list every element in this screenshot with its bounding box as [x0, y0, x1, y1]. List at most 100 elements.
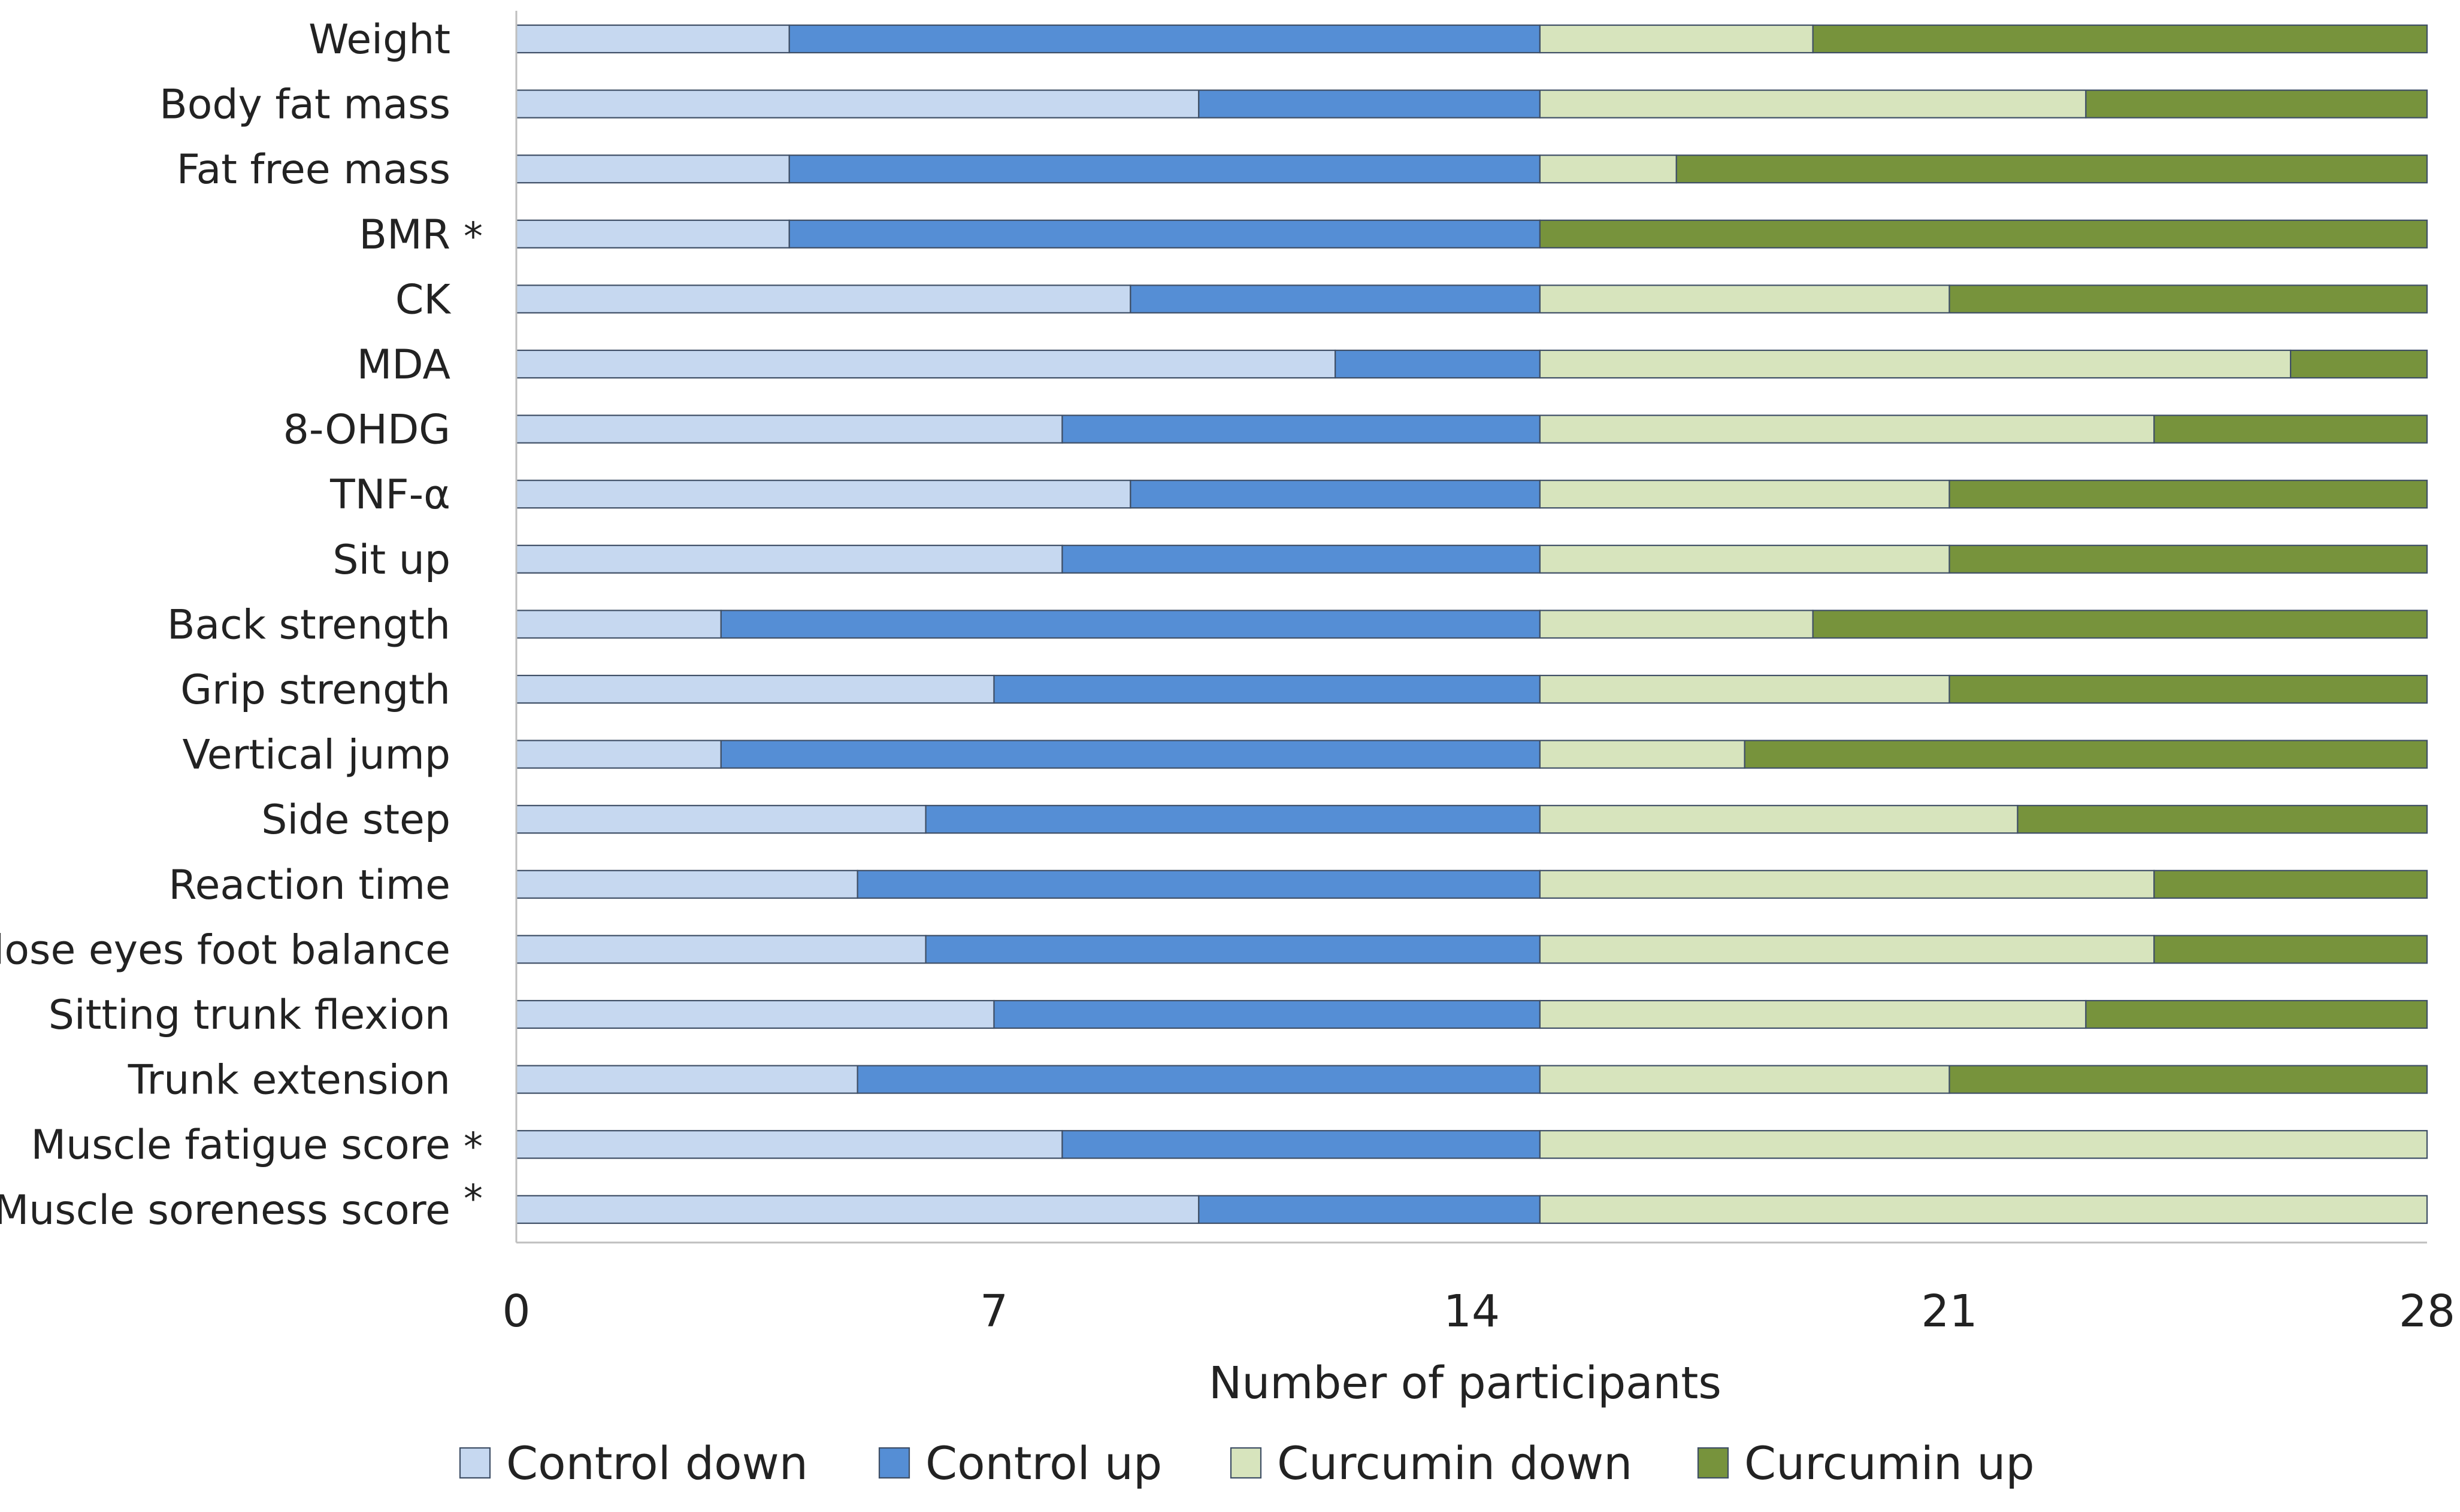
- significance-marker-muscle-soreness-score: *: [464, 1177, 483, 1222]
- bars-group: [515, 24, 2428, 1224]
- x-tick-label-28: 28: [2399, 1286, 2455, 1337]
- bar-reaction-time-curcumin-down: [1539, 869, 2155, 899]
- bar-muscle-soreness-score-control-up: [1198, 1195, 1541, 1224]
- bar-sit-up-control-down: [515, 544, 1063, 574]
- category-label-sit-up: Sit up: [332, 537, 450, 584]
- bar-tnf-curcumin-down: [1539, 480, 1950, 509]
- category-label-back-strength: Back strength: [167, 601, 450, 649]
- bar-sitting-trunk-flexion-control-down: [515, 999, 995, 1029]
- bar-mda-control-down: [515, 349, 1336, 379]
- bar-back-strength-curcumin-down: [1539, 610, 1814, 639]
- bar-grip-strength-curcumin-down: [1539, 674, 1950, 704]
- category-label-body-fat-mass: Body fat mass: [159, 81, 450, 129]
- legend-label-curcumin-up: Curcumin up: [1744, 1437, 2035, 1490]
- legend-swatch-curcumin-down: [1230, 1447, 1262, 1479]
- bar-body-fat-mass-control-down: [515, 89, 1200, 119]
- bar-bmr-control-down: [515, 219, 790, 249]
- bar-sitting-trunk-flexion-curcumin-up: [2085, 999, 2428, 1029]
- bar-ck-curcumin-up: [1948, 284, 2428, 314]
- bar-ck-control-up: [1130, 284, 1541, 314]
- x-axis-title: Number of participants: [1209, 1358, 1721, 1409]
- bar-muscle-soreness-score-control-down: [515, 1195, 1200, 1224]
- category-label-grip-strength: Grip strength: [180, 666, 450, 714]
- category-label-bmr: BMR: [359, 211, 450, 259]
- bar-8-ohdg-control-down: [515, 414, 1063, 444]
- bar-8-ohdg-control-up: [1061, 414, 1541, 444]
- bar-close-eyes-foot-balance-control-up: [925, 935, 1541, 964]
- bar-sitting-trunk-flexion-curcumin-down: [1539, 999, 2087, 1029]
- bar-ck-control-down: [515, 284, 1131, 314]
- x-ticks-group: 0 7 14 21 28: [502, 1286, 2455, 1337]
- bar-grip-strength-control-down: [515, 674, 995, 704]
- category-label-muscle-fatigue-score: Muscle fatigue score: [31, 1122, 450, 1169]
- bar-8-ohdg-curcumin-down: [1539, 414, 2155, 444]
- bar-weight-control-down: [515, 24, 790, 54]
- significance-marker-muscle-fatigue-score: *: [464, 1125, 483, 1169]
- category-label-reaction-time: Reaction time: [168, 862, 450, 909]
- bar-trunk-extension-curcumin-down: [1539, 1065, 1950, 1094]
- bar-trunk-extension-curcumin-up: [1948, 1065, 2428, 1094]
- bar-bmr-curcumin-up: [1539, 219, 2428, 249]
- bar-body-fat-mass-curcumin-down: [1539, 89, 2087, 119]
- category-label-ck: CK: [395, 276, 452, 323]
- bar-vertical-jump-control-up: [720, 740, 1541, 769]
- bar-reaction-time-control-up: [857, 869, 1541, 899]
- category-label-trunk-extension: Trunk extension: [128, 1057, 450, 1104]
- legend-swatch-curcumin-up: [1697, 1447, 1729, 1479]
- bar-fat-free-mass-curcumin-down: [1539, 154, 1677, 184]
- category-label-muscle-soreness-score: Muscle soreness score: [0, 1187, 450, 1234]
- bar-sit-up-curcumin-up: [1948, 544, 2428, 574]
- category-label-side-step: Side step: [261, 796, 450, 844]
- category-label-mda: MDA: [357, 341, 450, 389]
- bar-side-step-curcumin-down: [1539, 805, 2019, 834]
- bar-sitting-trunk-flexion-control-up: [993, 999, 1541, 1029]
- bar-mda-curcumin-up: [2290, 349, 2428, 379]
- legend-label-curcumin-down: Curcumin down: [1277, 1437, 1632, 1490]
- bar-back-strength-control-down: [515, 610, 722, 639]
- axes-group: [515, 11, 2427, 1244]
- bar-body-fat-mass-control-up: [1198, 89, 1541, 119]
- bar-mda-curcumin-down: [1539, 349, 2292, 379]
- bar-trunk-extension-control-down: [515, 1065, 858, 1094]
- bar-weight-control-up: [788, 24, 1541, 54]
- bar-close-eyes-foot-balance-control-down: [515, 935, 927, 964]
- bar-grip-strength-curcumin-up: [1948, 674, 2428, 704]
- bar-side-step-control-down: [515, 805, 927, 834]
- category-label-8-ohdg: 8-OHDG: [283, 407, 450, 454]
- x-tick-label-0: 0: [502, 1286, 530, 1337]
- bar-tnf-curcumin-up: [1948, 480, 2428, 509]
- bar-sit-up-curcumin-down: [1539, 544, 1950, 574]
- bar-grip-strength-control-up: [993, 674, 1541, 704]
- bar-weight-curcumin-down: [1539, 24, 1814, 54]
- category-label-tnf: TNF-α: [329, 471, 450, 519]
- bar-tnf-control-down: [515, 480, 1131, 509]
- bar-fat-free-mass-curcumin-up: [1675, 154, 2428, 184]
- bar-close-eyes-foot-balance-curcumin-up: [2153, 935, 2428, 964]
- bar-close-eyes-foot-balance-curcumin-down: [1539, 935, 2155, 964]
- bar-vertical-jump-curcumin-down: [1539, 740, 1745, 769]
- category-label-weight: Weight: [308, 16, 450, 63]
- bar-vertical-jump-control-down: [515, 740, 722, 769]
- bar-back-strength-control-up: [720, 610, 1541, 639]
- legend-swatch-control-up: [878, 1447, 910, 1479]
- bar-body-fat-mass-curcumin-up: [2085, 89, 2428, 119]
- bar-side-step-curcumin-up: [2017, 805, 2428, 834]
- category-labels-group: Weight Body fat mass Fat free mass BMR * CK MD…: [0, 16, 483, 1234]
- legend-swatch-control-down: [459, 1447, 491, 1479]
- bar-muscle-soreness-score-curcumin-down: [1539, 1195, 2428, 1224]
- x-tick-label-14: 14: [1444, 1286, 1500, 1337]
- bar-reaction-time-control-down: [515, 869, 858, 899]
- bar-trunk-extension-control-up: [857, 1065, 1541, 1094]
- bar-reaction-time-curcumin-up: [2153, 869, 2428, 899]
- bar-fat-free-mass-control-up: [788, 154, 1541, 184]
- bar-ck-curcumin-down: [1539, 284, 1950, 314]
- bar-mda-control-up: [1335, 349, 1541, 379]
- legend-label-control-up: Control up: [925, 1437, 1162, 1490]
- significance-marker-bmr: *: [464, 215, 483, 259]
- legend: Control down Control up Curcumin down Curcu…: [459, 1437, 2035, 1490]
- legend-label-control-down: Control down: [506, 1437, 808, 1490]
- bar-muscle-fatigue-score-control-down: [515, 1130, 1063, 1159]
- bar-weight-curcumin-up: [1812, 24, 2428, 54]
